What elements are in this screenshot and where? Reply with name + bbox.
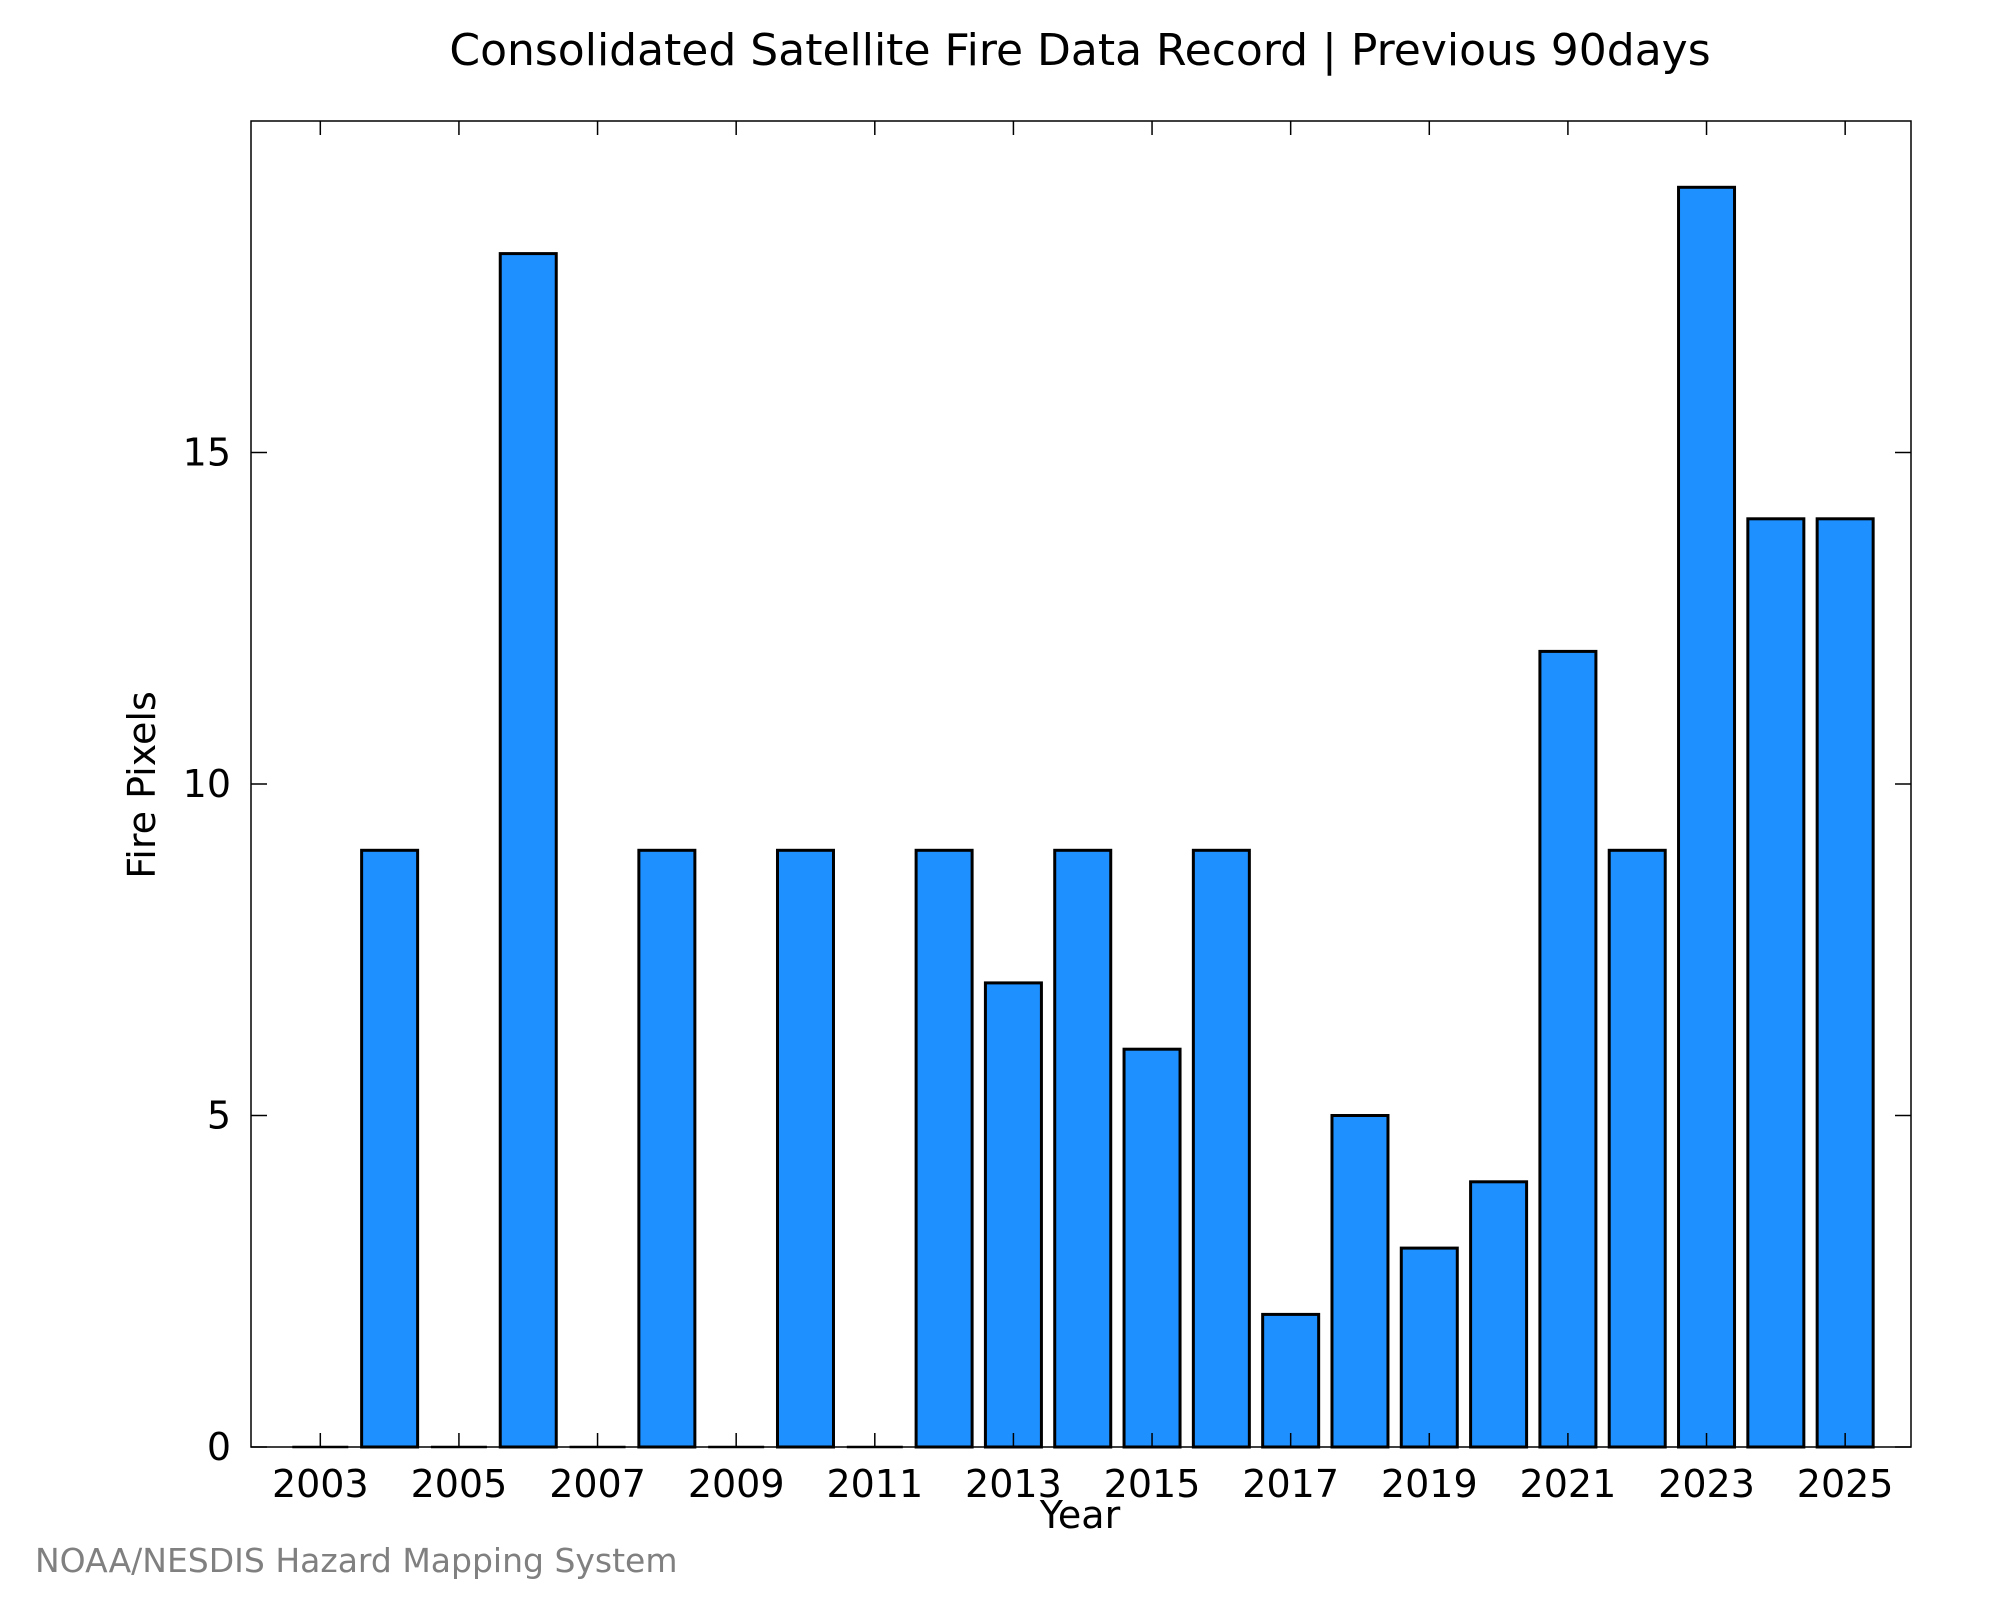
- bar-2015: [1122, 1047, 1182, 1449]
- chart-title: Consolidated Satellite Fire Data Record …: [449, 25, 1710, 76]
- bar-2022: [1607, 848, 1667, 1449]
- y-tick-label-0: 0: [207, 1425, 231, 1469]
- bar-2025: [1815, 517, 1875, 1449]
- x-tick-label-2017: 2017: [1242, 1462, 1339, 1506]
- x-tick-label-2015: 2015: [1104, 1462, 1201, 1506]
- x-tick-label-2005: 2005: [411, 1462, 508, 1506]
- x-tick-label-2009: 2009: [688, 1462, 785, 1506]
- x-tick-label-2013: 2013: [965, 1462, 1062, 1506]
- y-axis-label: Fire Pixels: [120, 691, 164, 879]
- x-axis: 2003 2005 2007 2009 2011 2013 2015 2017 2019 2021…: [272, 121, 1894, 1506]
- bar-2019: [1399, 1246, 1459, 1449]
- bars-group: [292, 185, 1875, 1449]
- x-axis-label: Year: [1039, 1493, 1121, 1537]
- bar-2008: [637, 848, 697, 1449]
- x-tick-label-2007: 2007: [549, 1462, 646, 1506]
- bar-2013: [983, 981, 1043, 1449]
- bar-2014: [1053, 848, 1113, 1449]
- y-axis: 0 5 10 15: [183, 431, 1911, 1469]
- bar-2012: [914, 848, 974, 1449]
- y-tick-label-5: 5: [207, 1094, 231, 1138]
- bar-2010: [775, 848, 835, 1449]
- bar-2018: [1330, 1114, 1390, 1449]
- x-tick-label-2023: 2023: [1658, 1462, 1755, 1506]
- bar-2023: [1677, 185, 1737, 1449]
- bar-2016: [1191, 848, 1251, 1449]
- bar-2004: [360, 848, 420, 1449]
- x-tick-label-2021: 2021: [1520, 1462, 1617, 1506]
- x-tick-label-2025: 2025: [1797, 1462, 1894, 1506]
- bar-2020: [1469, 1180, 1529, 1449]
- bar-2021: [1538, 649, 1598, 1449]
- x-tick-label-2011: 2011: [826, 1462, 923, 1506]
- bar-2024: [1746, 517, 1806, 1449]
- x-tick-label-2003: 2003: [272, 1462, 369, 1506]
- bar-2006: [498, 252, 558, 1449]
- x-tick-label-2019: 2019: [1381, 1462, 1478, 1506]
- y-tick-label-10: 10: [183, 762, 231, 806]
- credit-text: NOAA/NESDIS Hazard Mapping System: [35, 1541, 678, 1580]
- bar-2017: [1261, 1312, 1321, 1449]
- y-tick-label-15: 15: [183, 431, 231, 475]
